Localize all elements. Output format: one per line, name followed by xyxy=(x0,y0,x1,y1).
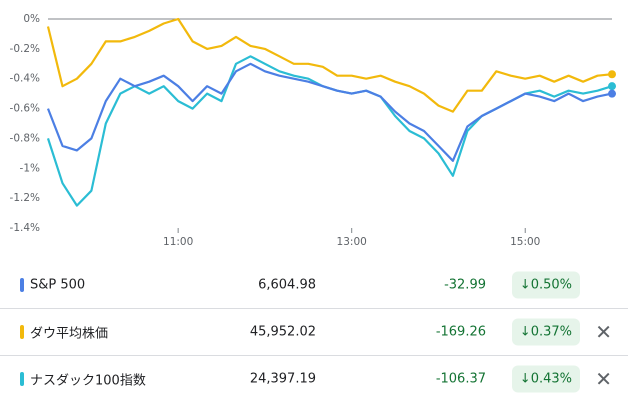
change: -169.26 xyxy=(435,324,486,340)
quote-row: ナスダック100指数 24,397.19 -106.37 ↓0.43% ✕ xyxy=(0,356,628,402)
end-dot xyxy=(608,82,616,91)
y-tick-label: 0% xyxy=(23,13,40,25)
chart: 0% -0.2% -0.4% -0.6% -0.8% -1% -1.2% -1.4% 11:00… xyxy=(10,13,616,248)
down-arrow: ↓ xyxy=(519,277,531,293)
x-tick-label: 13:00 xyxy=(337,236,367,248)
price: 24,397.19 xyxy=(249,371,316,387)
percent: 0.37% xyxy=(530,324,572,340)
y-tick-label: -0.4% xyxy=(10,73,40,85)
series-line xyxy=(46,17,613,113)
y-tick-label: -0.8% xyxy=(10,132,40,144)
down-arrow: ↓ xyxy=(519,324,531,340)
change: -32.99 xyxy=(444,277,486,293)
y-tick-label: -1.4% xyxy=(10,222,40,234)
y-tick-label: -0.2% xyxy=(10,43,40,55)
remove-button[interactable]: ✕ xyxy=(595,320,612,344)
y-tick-label: -1.2% xyxy=(10,192,40,204)
quote-row: ダウ平均株価 45,952.02 -169.26 ↓0.37% ✕ xyxy=(0,309,628,356)
series-name: ナスダック100指数 xyxy=(30,373,146,389)
series-name: S&P 500 xyxy=(30,277,86,293)
end-dot xyxy=(608,89,616,98)
percent-badge: ↓0.50% xyxy=(511,271,580,299)
quote-table: S&P 500 6,604.98 -32.99 ↓0.50% ダウ平均株価 45,952.… xyxy=(0,262,628,402)
x-tick-label: 15:00 xyxy=(510,236,540,248)
series-swatch xyxy=(20,372,24,386)
series-name: ダウ平均株価 xyxy=(30,326,109,342)
change: -106.37 xyxy=(435,371,486,387)
down-arrow: ↓ xyxy=(519,371,531,387)
percent: 0.43% xyxy=(530,371,572,387)
series-line xyxy=(46,62,613,162)
percent: 0.50% xyxy=(530,277,572,293)
end-dot xyxy=(608,70,616,79)
y-tick-label: -1% xyxy=(20,162,40,174)
percent-badge: ↓0.43% xyxy=(511,365,580,393)
x-tick-label: 11:00 xyxy=(163,236,193,248)
price: 6,604.98 xyxy=(258,277,316,293)
series-swatch xyxy=(20,278,24,292)
series-swatch xyxy=(20,325,24,339)
price: 45,952.02 xyxy=(249,324,316,340)
percent-badge: ↓0.37% xyxy=(511,318,580,346)
remove-button[interactable]: ✕ xyxy=(595,367,612,391)
y-tick-label: -0.6% xyxy=(10,103,40,115)
quote-row: S&P 500 6,604.98 -32.99 ↓0.50% xyxy=(0,262,628,309)
